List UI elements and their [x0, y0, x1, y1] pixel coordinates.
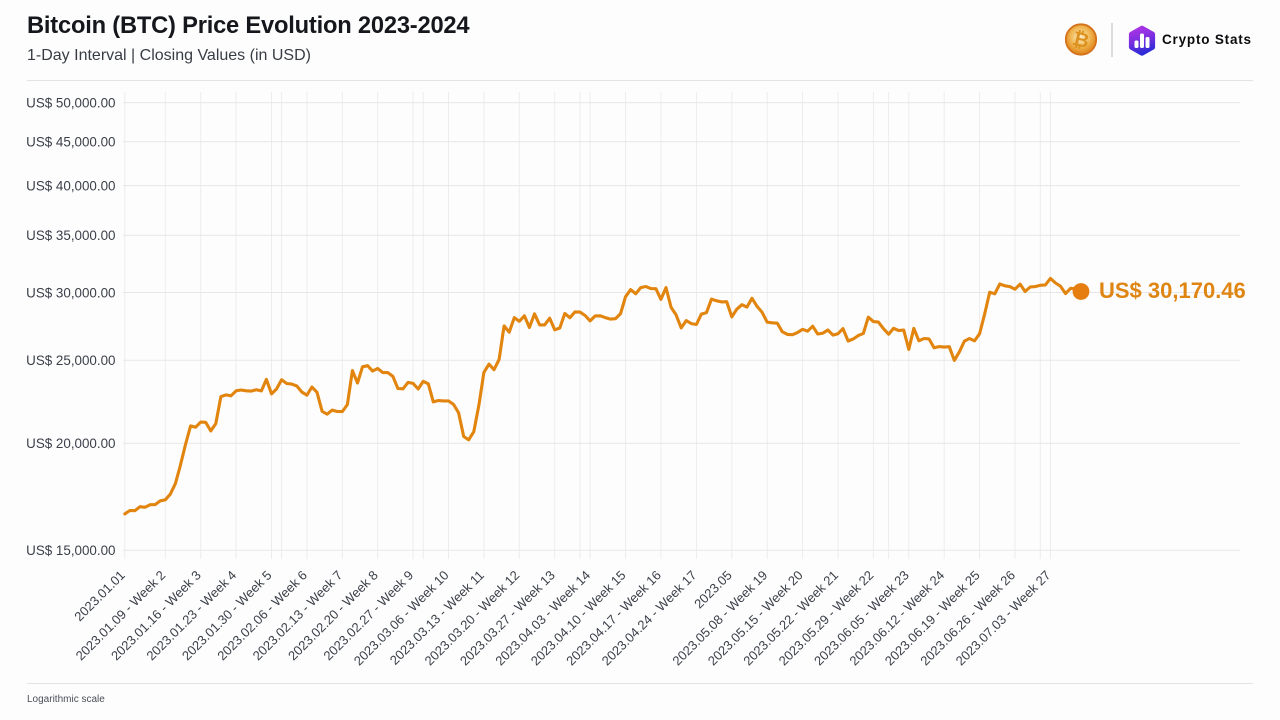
svg-text:US$ 40,000.00: US$ 40,000.00: [26, 178, 115, 193]
svg-text:₿: ₿: [1070, 28, 1091, 53]
svg-text:US$ 35,000.00: US$ 35,000.00: [26, 228, 115, 243]
svg-text:US$ 50,000.00: US$ 50,000.00: [26, 95, 115, 110]
svg-text:US$ 30,000.00: US$ 30,000.00: [26, 285, 115, 300]
svg-text:US$ 30,170.46: US$ 30,170.46: [1099, 278, 1246, 303]
svg-text:US$ 25,000.00: US$ 25,000.00: [26, 353, 115, 368]
svg-text:US$ 20,000.00: US$ 20,000.00: [26, 436, 115, 451]
svg-text:US$ 45,000.00: US$ 45,000.00: [26, 135, 115, 150]
svg-text:US$ 15,000.00: US$ 15,000.00: [26, 543, 115, 558]
